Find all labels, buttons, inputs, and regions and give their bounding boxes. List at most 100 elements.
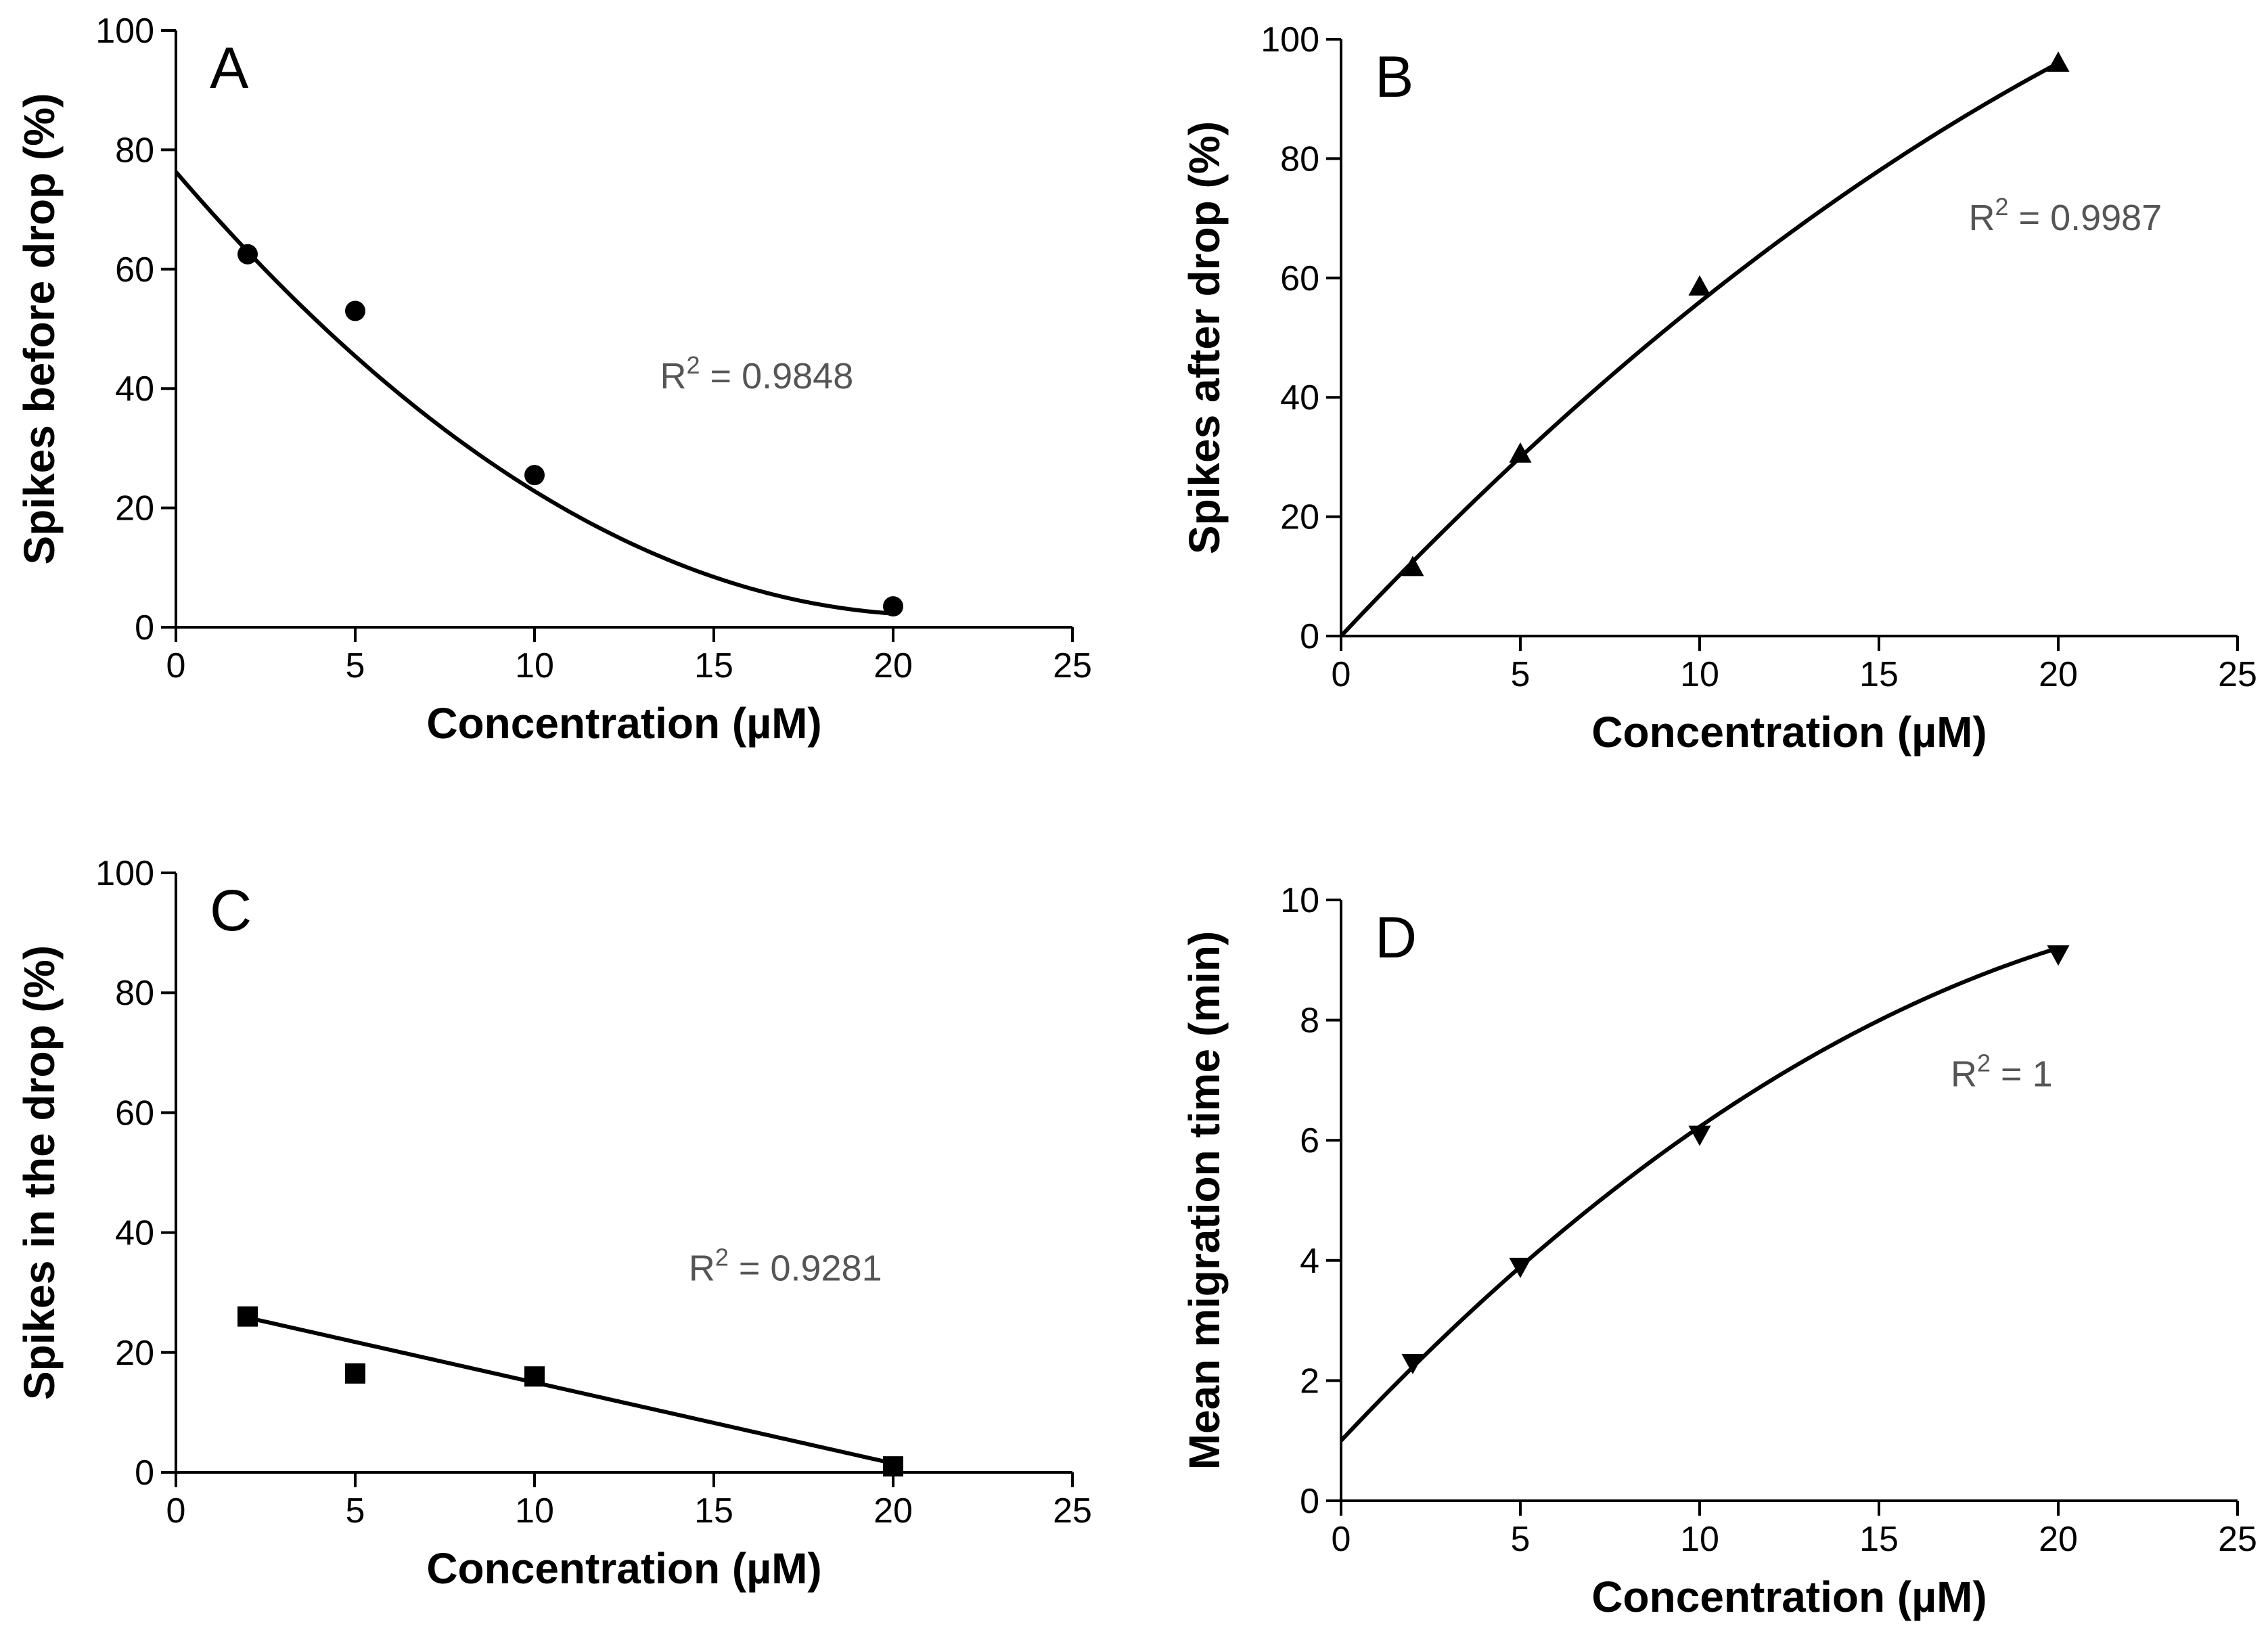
- r-squared-base: R: [1951, 1054, 1977, 1094]
- y-tick-label: 60: [115, 250, 154, 290]
- x-tick-label: 25: [1053, 1491, 1092, 1531]
- y-tick-label: 40: [1280, 378, 1319, 417]
- y-tick-label: 4: [1300, 1242, 1319, 1281]
- x-tick-label: 15: [694, 646, 733, 685]
- x-tick-label: 10: [1680, 655, 1719, 694]
- x-axis-title: Concentration (µM): [1591, 708, 1987, 756]
- fit-curve: [247, 1315, 894, 1466]
- y-axis-title: Spikes in the drop (%): [15, 945, 64, 1400]
- r-squared-label: R2 = 0.9987: [1969, 193, 2162, 238]
- data-point: [2047, 51, 2070, 72]
- y-tick-label: 0: [1300, 1482, 1319, 1521]
- r-squared-base: R: [1969, 198, 1995, 238]
- data-point: [1509, 442, 1532, 463]
- r-squared-value: = 0.9848: [700, 356, 854, 397]
- data-point: [1688, 275, 1711, 296]
- y-tick-label: 0: [135, 1453, 154, 1493]
- data-point: [237, 244, 258, 265]
- y-tick-label: 60: [1280, 259, 1319, 298]
- x-axis-title: Concentration (µM): [426, 699, 821, 748]
- x-tick-label: 20: [2039, 1520, 2078, 1559]
- x-axis-title: Concentration (µM): [426, 1544, 821, 1593]
- y-tick-label: 100: [95, 12, 154, 51]
- y-tick-label: 6: [1300, 1121, 1319, 1160]
- x-tick-label: 20: [874, 1491, 913, 1531]
- data-point: [1509, 1257, 1532, 1278]
- y-axis-title: Spikes before drop (%): [15, 93, 64, 565]
- x-tick-label: 25: [1053, 646, 1092, 685]
- r-squared-label: R2 = 1: [1951, 1049, 2053, 1094]
- x-tick-label: 25: [2218, 655, 2257, 694]
- fit-curve: [174, 171, 894, 616]
- x-tick-label: 15: [694, 1491, 733, 1531]
- panel-letter: C: [210, 878, 252, 943]
- y-tick-label: 0: [1300, 617, 1319, 656]
- y-axis-title: Mean migration time (min): [1180, 931, 1229, 1470]
- y-tick-label: 60: [115, 1093, 154, 1133]
- panel-a: 0 5 10 15 20 25 0 20 40 60 80 100 Concentration (µM)…: [15, 12, 1092, 748]
- data-point: [1688, 1125, 1711, 1146]
- r-squared-exp: 2: [715, 1243, 729, 1271]
- y-tick-label: 100: [1261, 20, 1319, 60]
- x-tick-label: 10: [1680, 1520, 1719, 1559]
- x-axis-title: Concentration (µM): [1591, 1573, 1987, 1621]
- r-squared-exp: 2: [1977, 1049, 1991, 1077]
- y-axis-title: Spikes after drop (%): [1180, 121, 1229, 554]
- panel-c: 0 5 10 15 20 25 0 20 40 60 80 100 Concentration (µM)…: [15, 854, 1092, 1593]
- r-squared-base: R: [660, 356, 687, 397]
- data-point: [883, 1456, 903, 1477]
- x-tick-label: 15: [1859, 1520, 1899, 1559]
- fit-curve: [1339, 946, 2059, 1443]
- r-squared-exp: 2: [687, 351, 700, 379]
- data-point: [237, 1306, 258, 1327]
- y-tick-label: 10: [1280, 881, 1319, 920]
- y-tick-label: 20: [1280, 498, 1319, 537]
- panel-letter: D: [1375, 905, 1417, 970]
- y-tick-label: 80: [1280, 139, 1319, 179]
- y-tick-label: 100: [95, 854, 154, 893]
- y-tick-label: 40: [115, 369, 154, 409]
- x-tick-label: 0: [166, 646, 186, 685]
- x-tick-label: 0: [166, 1491, 186, 1531]
- data-point: [345, 1363, 365, 1384]
- x-tick-label: 10: [515, 646, 554, 685]
- y-tick-label: 20: [115, 489, 154, 528]
- r-squared-exp: 2: [1995, 193, 2009, 221]
- y-tick-label: 80: [115, 974, 154, 1013]
- y-tick-label: 20: [115, 1334, 154, 1373]
- r-squared-value: = 0.9987: [2009, 198, 2162, 238]
- data-point: [1401, 556, 1424, 576]
- y-tick-label: 40: [115, 1214, 154, 1253]
- x-tick-label: 5: [1511, 1520, 1530, 1559]
- panel-b: 0 5 10 15 20 25 0 20 40 60 80 100 Concentration (µM)…: [1180, 20, 2257, 756]
- data-point: [2047, 945, 2070, 966]
- x-tick-label: 5: [346, 1491, 365, 1531]
- r-squared-value: = 0.9281: [729, 1248, 882, 1288]
- fit-curve: [1339, 61, 2060, 638]
- panel-d: 0 5 10 15 20 25 0 2 4 6 8 10 Concentration (µM) Mean …: [1180, 881, 2257, 1621]
- data-point: [524, 465, 545, 486]
- x-tick-label: 10: [515, 1491, 554, 1531]
- y-tick-label: 0: [135, 608, 154, 648]
- r-squared-value: = 1: [1991, 1054, 2053, 1094]
- x-tick-label: 5: [346, 646, 365, 685]
- r-squared-label: R2 = 0.9281: [689, 1243, 882, 1288]
- x-tick-label: 15: [1859, 655, 1899, 694]
- x-tick-label: 20: [2039, 655, 2078, 694]
- panel-letter: A: [210, 36, 249, 101]
- y-tick-label: 8: [1300, 1001, 1319, 1041]
- data-point: [883, 596, 903, 617]
- y-tick-label: 80: [115, 131, 154, 170]
- panel-letter: B: [1375, 45, 1413, 110]
- x-tick-label: 5: [1511, 655, 1530, 694]
- data-point: [345, 300, 365, 321]
- x-tick-label: 0: [1332, 655, 1351, 694]
- r-squared-base: R: [689, 1248, 715, 1288]
- data-point: [524, 1366, 545, 1387]
- r-squared-label: R2 = 0.9848: [660, 351, 854, 397]
- data-point: [1401, 1354, 1424, 1375]
- x-tick-label: 0: [1332, 1520, 1351, 1559]
- y-tick-label: 2: [1300, 1361, 1319, 1401]
- x-tick-label: 20: [874, 646, 913, 685]
